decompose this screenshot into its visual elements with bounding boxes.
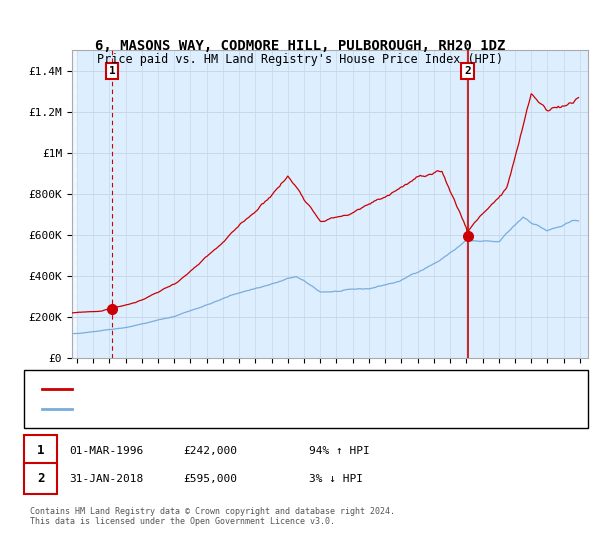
Text: 1: 1 (37, 444, 44, 458)
Text: £242,000: £242,000 (183, 446, 237, 456)
Text: 2: 2 (37, 472, 44, 486)
Text: Contains HM Land Registry data © Crown copyright and database right 2024.
This d: Contains HM Land Registry data © Crown c… (30, 507, 395, 526)
Text: 6, MASONS WAY, CODMORE HILL, PULBOROUGH, RH20 1DZ (detached house): 6, MASONS WAY, CODMORE HILL, PULBOROUGH,… (81, 384, 436, 393)
Text: HPI: Average price, detached house, Horsham: HPI: Average price, detached house, Hors… (81, 405, 312, 414)
Text: 3% ↓ HPI: 3% ↓ HPI (309, 474, 363, 484)
Text: Price paid vs. HM Land Registry's House Price Index (HPI): Price paid vs. HM Land Registry's House … (97, 53, 503, 66)
Text: 31-JAN-2018: 31-JAN-2018 (69, 474, 143, 484)
Text: £595,000: £595,000 (183, 474, 237, 484)
Bar (72, 50, 77, 358)
Text: 6, MASONS WAY, CODMORE HILL, PULBOROUGH, RH20 1DZ: 6, MASONS WAY, CODMORE HILL, PULBOROUGH,… (95, 39, 505, 53)
Text: 1: 1 (109, 66, 115, 76)
Text: 2: 2 (464, 66, 471, 76)
Text: 94% ↑ HPI: 94% ↑ HPI (309, 446, 370, 456)
Text: 01-MAR-1996: 01-MAR-1996 (69, 446, 143, 456)
